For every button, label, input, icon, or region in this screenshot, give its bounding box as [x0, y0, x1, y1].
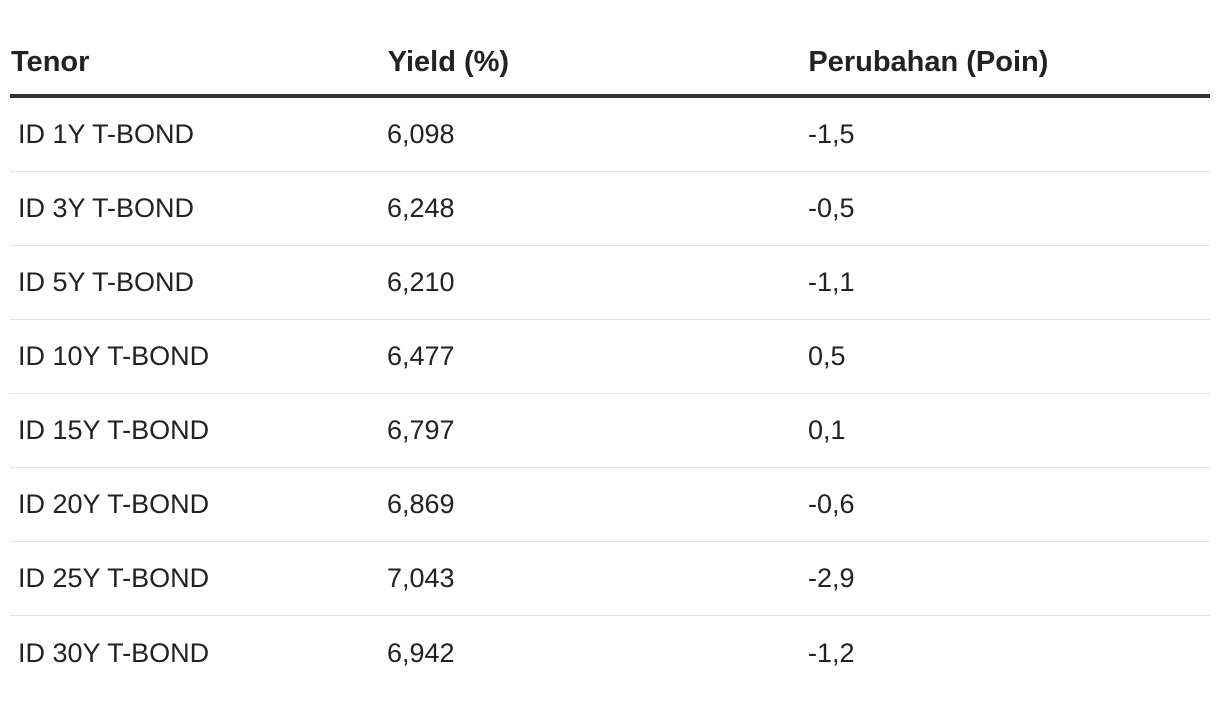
change-cell: -0,6	[808, 489, 855, 519]
yield-cell: 6,797	[387, 415, 455, 445]
tenor-cell: ID 30Y T-BOND	[18, 637, 210, 668]
change-cell: -1,2	[808, 637, 855, 668]
yield-cell: 6,942	[387, 637, 455, 668]
tenor-cell: ID 5Y T-BOND	[18, 267, 195, 297]
change-cell: 0,1	[808, 415, 846, 445]
column-header-yield: Yield (%)	[387, 45, 510, 78]
table-row: ID 5Y T-BOND 6,210 -1,1	[10, 246, 1210, 320]
table-row: ID 10Y T-BOND 6,477 0,5	[10, 320, 1210, 394]
yield-cell: 6,210	[387, 267, 455, 297]
table-row: ID 20Y T-BOND 6,869 -0,6	[10, 468, 1210, 542]
tenor-cell: ID 1Y T-BOND	[18, 119, 195, 149]
table-row: ID 3Y T-BOND 6,248 -0,5	[10, 172, 1210, 246]
tenor-cell: ID 20Y T-BOND	[18, 489, 210, 519]
yield-cell: 7,043	[387, 563, 455, 593]
yield-cell: 6,098	[387, 119, 455, 149]
change-cell: -1,1	[808, 267, 855, 297]
yield-cell: 6,248	[387, 193, 455, 223]
yield-cell: 6,869	[387, 489, 455, 519]
tenor-cell: ID 10Y T-BOND	[18, 341, 210, 371]
tenor-cell: ID 3Y T-BOND	[18, 193, 195, 223]
table-row: ID 30Y T-BOND 6,942 -1,2	[10, 616, 1210, 690]
change-cell: -0,5	[808, 193, 855, 223]
column-header-change: Perubahan (Poin)	[808, 45, 1049, 78]
change-cell: -2,9	[808, 563, 855, 593]
bond-yield-table: Tenor Yield (%) Perubahan (Poin) ID 1Y T…	[10, 24, 1210, 690]
change-cell: -1,5	[808, 119, 855, 149]
tenor-cell: ID 15Y T-BOND	[18, 415, 210, 445]
yield-cell: 6,477	[387, 341, 455, 371]
table-row: ID 15Y T-BOND 6,797 0,1	[10, 394, 1210, 468]
table-header-row: Tenor Yield (%) Perubahan (Poin)	[10, 24, 1210, 98]
table-row: ID 1Y T-BOND 6,098 -1,5	[10, 98, 1210, 172]
table-row: ID 25Y T-BOND 7,043 -2,9	[10, 542, 1210, 616]
change-cell: 0,5	[808, 341, 846, 371]
tenor-cell: ID 25Y T-BOND	[18, 563, 210, 593]
column-header-tenor: Tenor	[11, 45, 90, 78]
